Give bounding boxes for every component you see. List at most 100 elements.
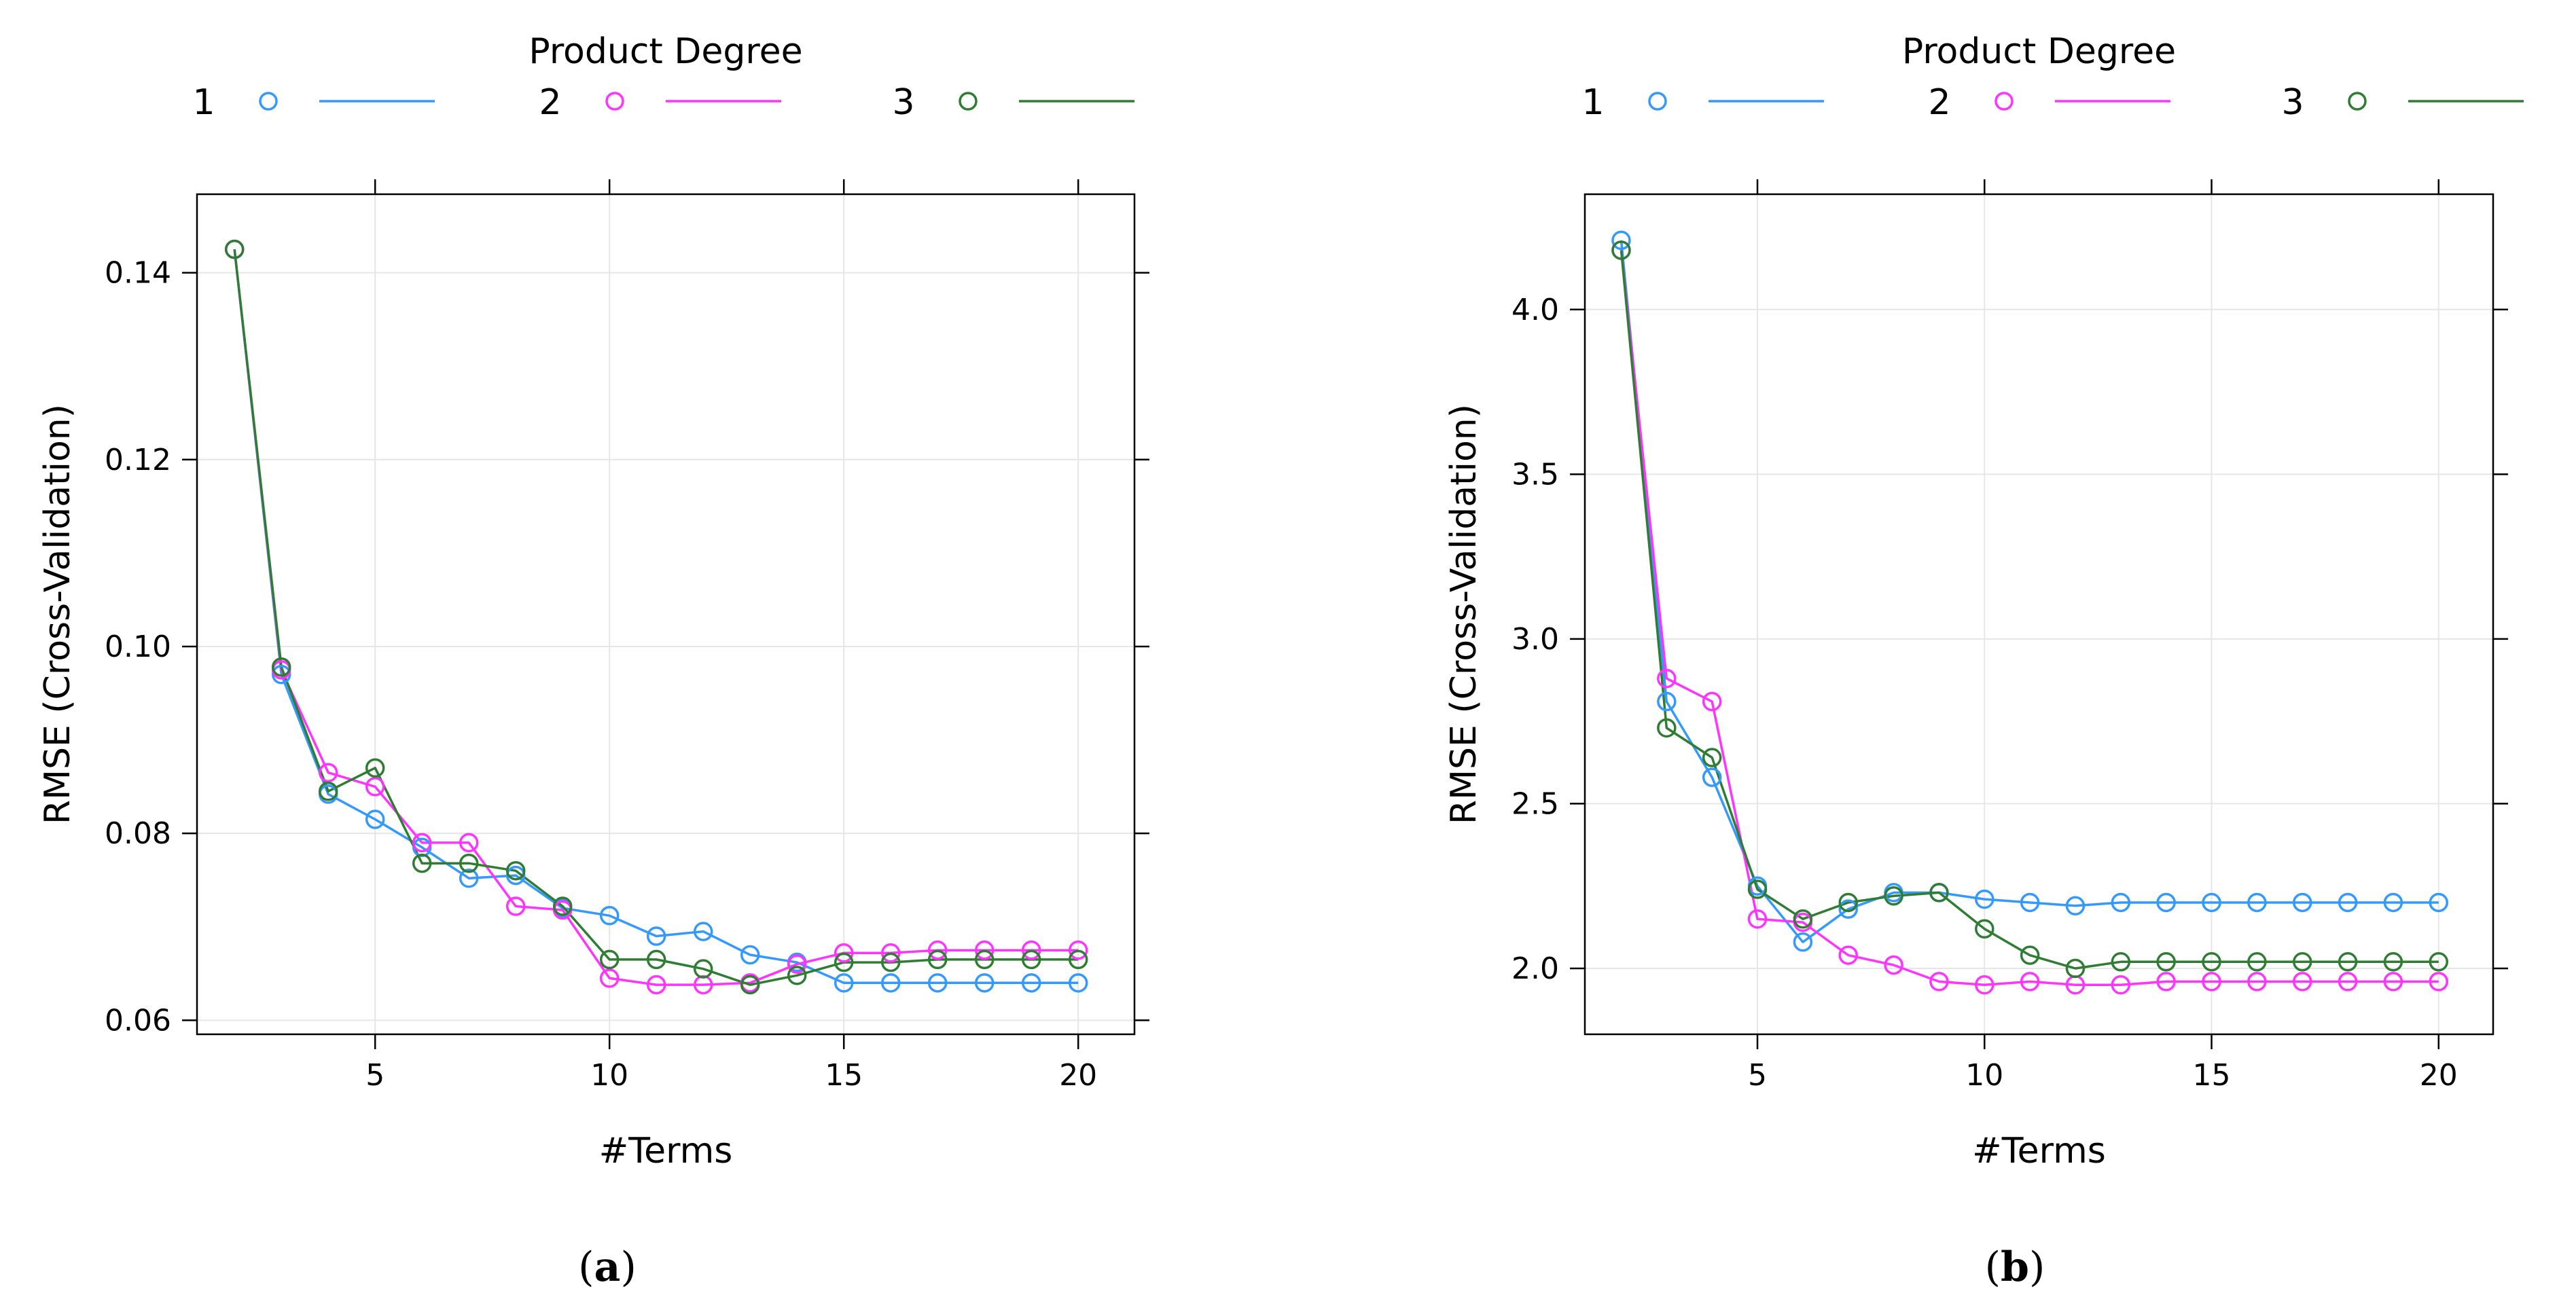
data-point-series-1: [1021, 973, 1041, 993]
plot-frame: [196, 193, 1136, 1036]
data-point-series-2: [787, 954, 807, 975]
data-point-series-3: [693, 959, 713, 979]
data-point-series-3: [646, 949, 666, 970]
data-point-series-2: [1929, 972, 1949, 991]
series-line-2: [233, 249, 1079, 986]
x-tick-label: 20: [2420, 1058, 2458, 1093]
data-point-series-1: [2202, 892, 2221, 913]
data-point-series-3: [1884, 886, 1903, 906]
data-point-series-2: [2383, 972, 2403, 991]
data-point-series-2: [505, 896, 526, 916]
data-point-series-3: [599, 949, 620, 970]
data-point-series-2: [927, 940, 948, 960]
data-point-series-1: [2338, 892, 2358, 913]
data-point-series-1: [834, 973, 854, 993]
data-point-series-3: [1657, 718, 1677, 738]
data-point-series-1: [927, 973, 948, 993]
data-point-series-1: [1702, 767, 1722, 787]
data-point-series-2: [599, 968, 620, 988]
x-tick-label: 5: [1748, 1058, 1767, 1093]
data-point-series-1: [2429, 892, 2449, 913]
data-point-series-1: [740, 945, 760, 965]
y-tick-label: 3.5: [1511, 457, 1559, 492]
data-point-series-1: [646, 926, 666, 946]
data-point-series-2: [1068, 940, 1088, 960]
data-point-series-3: [2065, 958, 2086, 979]
data-point-series-3: [2292, 952, 2312, 972]
data-point-series-1: [1068, 973, 1088, 993]
y-tick-label: 3.0: [1511, 622, 1559, 657]
data-point-series-2: [318, 763, 338, 782]
data-point-series-2: [2247, 972, 2267, 991]
data-point-series-3: [880, 952, 901, 972]
data-point-series-1: [365, 809, 385, 829]
y-axis-label: RMSE (Cross-Validation): [37, 404, 78, 824]
panel-caption-label: b: [2001, 1243, 2029, 1291]
data-point-series-2: [2020, 972, 2040, 991]
data-point-series-2: [1657, 668, 1677, 689]
x-tick-label: 10: [1965, 1058, 2003, 1093]
y-tick-label: 2.0: [1511, 951, 1559, 986]
x-tick-label: 15: [2193, 1058, 2231, 1093]
data-point-series-3: [459, 853, 479, 873]
data-point-series-3: [927, 949, 948, 970]
x-tick-label: 10: [590, 1058, 628, 1093]
data-point-series-2: [365, 777, 385, 797]
data-point-series-2: [1702, 691, 1722, 712]
data-point-series-3: [2020, 945, 2040, 965]
legend-label: 1: [1581, 82, 1604, 123]
data-point-series-3: [1068, 949, 1088, 970]
panel-caption-label: a: [594, 1243, 621, 1291]
data-point-series-2: [2429, 972, 2449, 991]
panel-caption: (b): [1985, 1243, 2045, 1291]
legend-marker: [1994, 92, 2014, 111]
data-point-series-3: [505, 860, 526, 881]
data-point-series-3: [552, 896, 573, 916]
series-line-2: [1620, 250, 2439, 986]
y-axis-label: RMSE (Cross-Validation): [1444, 404, 1484, 824]
data-point-series-2: [880, 943, 901, 963]
data-point-series-3: [787, 966, 807, 985]
data-point-series-1: [880, 973, 901, 993]
y-tick-label: 4.0: [1511, 293, 1559, 327]
data-point-series-3: [365, 758, 385, 778]
x-axis-label: #Terms: [599, 1131, 733, 1171]
y-tick-label: 0.12: [105, 443, 171, 477]
data-point-series-3: [1975, 919, 1994, 939]
panel-caption: (a): [578, 1243, 637, 1291]
data-point-series-2: [646, 975, 666, 995]
legend-marker: [2348, 92, 2367, 111]
legend-marker: [1648, 92, 1667, 111]
data-point-series-3: [834, 952, 854, 972]
chart-panel-a: 5 10 15 20 0.06 0.08 0.10 0.12 0.14 #Terms RMSE (C…: [37, 31, 1149, 1291]
plot-frame: [1584, 193, 2494, 1036]
data-point-series-1: [1838, 899, 1858, 919]
legend-label: 2: [1928, 82, 1950, 123]
data-point-series-3: [2338, 952, 2358, 972]
legend-marker: [259, 92, 278, 111]
data-point-series-2: [1747, 909, 1768, 929]
legend-marker: [959, 92, 978, 111]
data-point-series-1: [2292, 892, 2312, 913]
data-point-series-1: [1611, 230, 1631, 251]
series-line-1: [233, 249, 1079, 985]
series-line-1: [1620, 240, 2439, 943]
data-point-series-1: [2156, 892, 2176, 913]
data-point-series-3: [2383, 952, 2403, 972]
data-point-series-2: [834, 943, 854, 963]
data-point-series-3: [271, 657, 291, 677]
data-point-series-1: [599, 906, 620, 926]
data-point-series-1: [1975, 889, 1994, 909]
data-point-series-3: [740, 975, 760, 995]
x-tick-label: 5: [365, 1058, 384, 1093]
data-point-series-2: [2292, 972, 2312, 991]
data-point-series-2: [1838, 945, 1858, 965]
data-point-series-3: [1793, 909, 1813, 929]
data-point-series-2: [2111, 975, 2131, 995]
chart-panel-b: 5 10 15 20 2.0 2.5 3.0 3.5 4.0 #Terms RMSE (Cross-…: [1444, 31, 2524, 1291]
data-point-series-2: [2338, 972, 2358, 991]
data-point-series-2: [2156, 972, 2176, 991]
series-line-3: [233, 249, 1079, 986]
data-point-series-3: [1021, 949, 1041, 970]
